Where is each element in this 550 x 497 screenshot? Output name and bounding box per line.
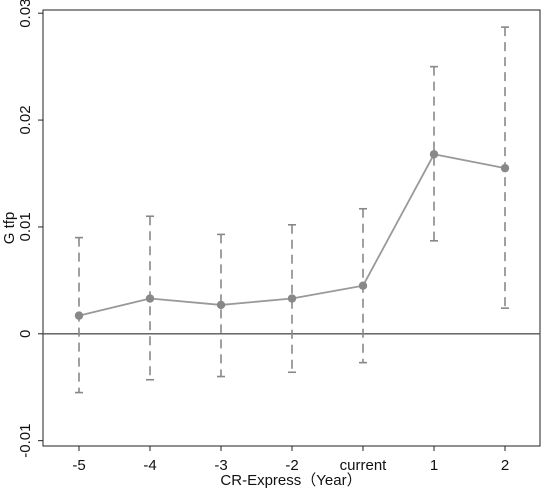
x-tick-label: -2 [285, 457, 298, 474]
y-axis: -0.01 0 0.01 0.02 0.03 [17, 0, 43, 458]
y-axis-title: G tfp [1, 212, 18, 245]
x-tick-label: 1 [430, 457, 438, 474]
series-markers [74, 150, 510, 320]
data-point [74, 311, 84, 320]
error-bars [75, 26, 509, 394]
x-tick-label: 2 [501, 457, 509, 474]
x-axis-title: CR-Express（Year） [220, 472, 361, 489]
data-point [216, 300, 226, 310]
x-tick-label: -3 [214, 457, 227, 474]
y-tick-label: 0.03 [17, 0, 34, 28]
data-point [287, 294, 297, 303]
y-tick-label: 0 [17, 330, 34, 338]
x-tick-label: current [340, 457, 388, 474]
y-tick-label: 0.01 [17, 212, 34, 241]
data-point [429, 150, 439, 159]
y-tick-label: 0.02 [17, 105, 34, 134]
x-tick-label: -4 [143, 457, 156, 474]
y-tick-label: -0.01 [17, 424, 34, 458]
data-point [358, 281, 368, 290]
x-axis: -5 -4 -3 -2 current 1 2 [72, 446, 509, 474]
data-point [145, 294, 155, 303]
data-point [500, 163, 510, 173]
x-tick-label: -5 [72, 457, 85, 474]
